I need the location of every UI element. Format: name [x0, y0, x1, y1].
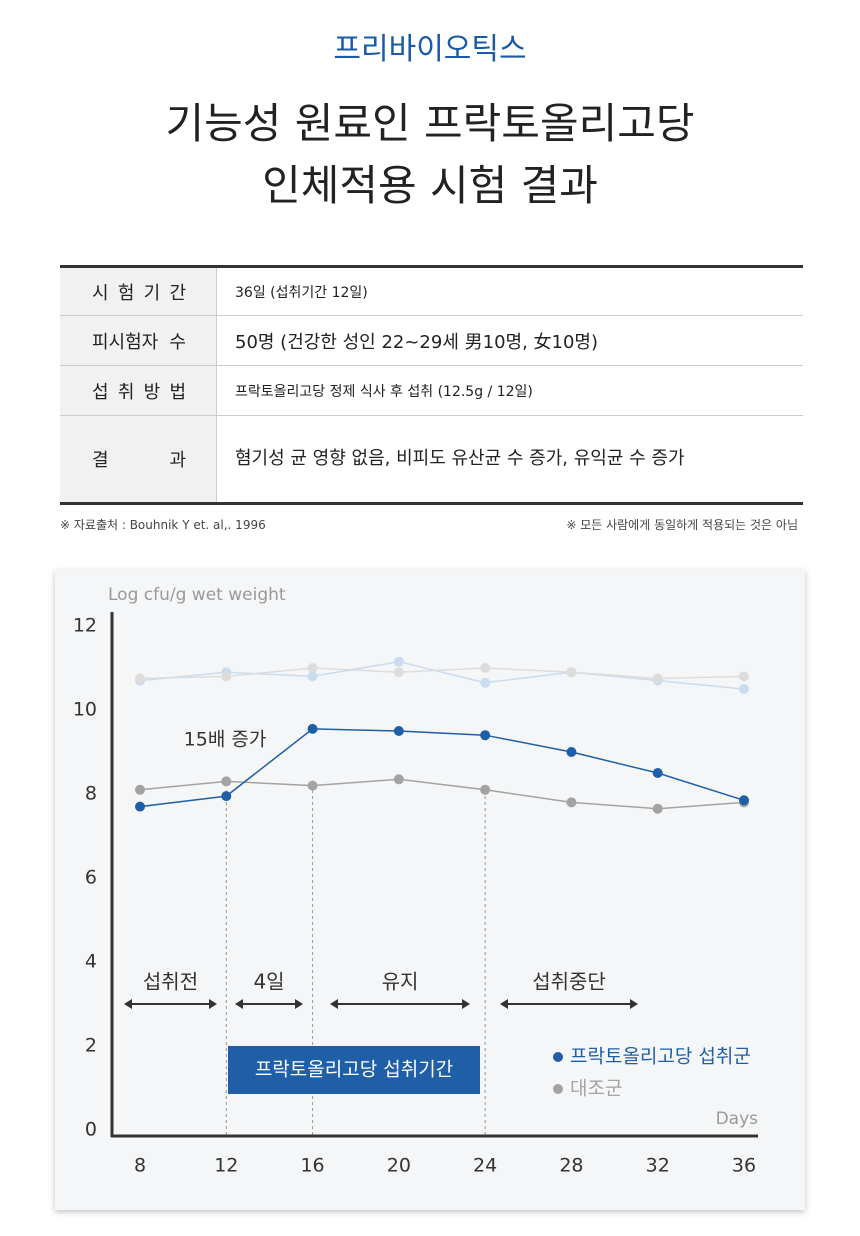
- data-point: [221, 671, 232, 682]
- phase-label: 섭취중단: [532, 970, 606, 994]
- data-point: [652, 768, 663, 778]
- row-value: 혐기성 균 영향 없음, 비피도 유산균 수 증가, 유익균 수 증가: [235, 448, 685, 469]
- row-value: 36일 (섭취기간 12일): [216, 266, 803, 316]
- data-point: [393, 667, 404, 678]
- annotation: 15배 증가: [184, 729, 267, 751]
- series-line: [139, 660, 745, 690]
- data-point: [393, 726, 404, 736]
- y-tick-label: 8: [85, 783, 97, 805]
- phase-label: 유지: [382, 970, 419, 994]
- x-tick-label: 36: [732, 1155, 756, 1177]
- data-point: [739, 671, 749, 682]
- y-axis-label: Log cfu/g wet weight: [108, 585, 286, 605]
- series-line: [139, 667, 745, 680]
- x-axis-label: Days: [716, 1109, 759, 1129]
- data-point: [393, 774, 404, 785]
- y-tick-label: 2: [85, 1035, 97, 1057]
- title: 인체적용 시험 결과: [262, 161, 598, 210]
- period-label: 프락토올리고당 섭취기간: [255, 1059, 453, 1081]
- row-label: 섭 취 방 법: [92, 381, 186, 403]
- data-point: [135, 673, 145, 684]
- x-tick-label: 24: [473, 1155, 497, 1177]
- x-tick-label: 20: [387, 1155, 411, 1177]
- data-point: [135, 801, 145, 812]
- y-tick-label: 0: [85, 1119, 97, 1141]
- kicker: 프리바이오틱스: [333, 32, 527, 67]
- data-point: [566, 747, 577, 757]
- row-label: 결 과: [92, 450, 186, 471]
- series-line: [139, 778, 745, 810]
- data-point: [221, 791, 232, 802]
- data-point: [739, 684, 749, 694]
- data-point: [652, 673, 663, 684]
- legend-label: 프락토올리고당 섭취군: [570, 1046, 751, 1068]
- data-point: [307, 671, 318, 682]
- legend-label: 대조군: [570, 1078, 622, 1100]
- x-tick-label: 16: [300, 1155, 324, 1177]
- data-point: [480, 677, 491, 688]
- row-value: 50명 (건강한 성인 22~29세 男10명, 女10명): [216, 315, 803, 366]
- phase-label: 섭취전: [143, 970, 198, 994]
- data-point: [566, 797, 577, 808]
- data-point: [480, 730, 491, 741]
- x-tick-label: 28: [559, 1155, 583, 1177]
- series-line: [139, 728, 745, 808]
- data-point: [480, 663, 491, 673]
- y-tick-label: 10: [73, 699, 97, 721]
- data-point: [135, 784, 145, 795]
- chart-panel: Log cfu/g wet weight Days 0 2 4 6 8 10 12 8 12 16 20…: [55, 570, 805, 1210]
- arrow-head: [235, 999, 303, 1009]
- row-label: 시 험 기 간: [92, 282, 186, 304]
- legend-marker: [553, 1052, 563, 1062]
- data-point: [221, 776, 232, 787]
- data-point: [652, 803, 663, 814]
- disclaimer: ※ 모든 사람에게 동일하게 적용되는 것은 아님: [566, 518, 798, 532]
- row-value: 프락토올리고당 정제 식사 후 섭취 (12.5g / 12일): [216, 365, 803, 416]
- data-point: [307, 780, 318, 791]
- info-table: 시 험 기 간 36일 (섭취기간 12일) 피시험자 수 50명 (건강한 성인 …: [60, 265, 803, 505]
- row-label: 피시험자 수: [92, 331, 186, 353]
- title: 기능성 원료인 프락토올리고당: [165, 99, 695, 148]
- y-tick-label: 6: [85, 867, 97, 889]
- x-tick-label: 12: [214, 1155, 238, 1177]
- source-note: ※ 자료출처 : Bouhnik Y et. al,. 1996: [60, 518, 266, 532]
- period-box: [228, 1046, 480, 1094]
- x-tick-label: 8: [134, 1155, 146, 1177]
- x-tick-label: 32: [646, 1155, 670, 1177]
- y-tick-label: 12: [73, 615, 97, 637]
- data-point: [393, 656, 404, 667]
- data-point: [566, 667, 577, 678]
- legend-marker: [553, 1084, 563, 1094]
- phase-label: 4일: [253, 970, 284, 994]
- data-point: [307, 663, 318, 673]
- y-tick-label: 4: [85, 951, 97, 973]
- data-point: [480, 784, 491, 795]
- data-point: [307, 723, 318, 734]
- data-point: [739, 795, 749, 806]
